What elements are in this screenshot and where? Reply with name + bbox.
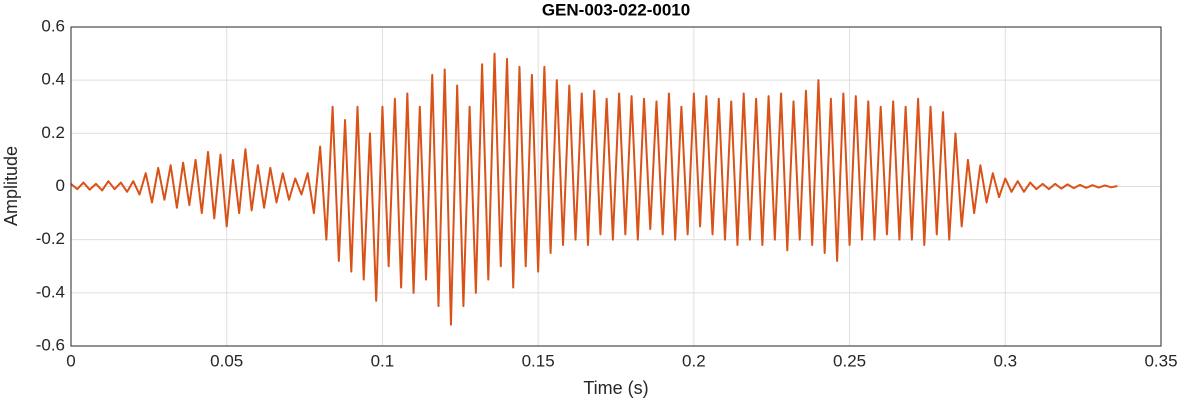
x-tick-label: 0.35 (1144, 351, 1177, 370)
waveform-line (70, 52, 1118, 326)
y-tick-label: 0.4 (41, 70, 65, 89)
x-tick-label: 0.3 (993, 351, 1017, 370)
plot-frame (70, 26, 1162, 347)
x-tick-label: 0.15 (522, 351, 555, 370)
x-tick-label: 0.1 (371, 351, 395, 370)
chart-title: GEN-003-022-0010 (542, 0, 690, 19)
x-tick-label: 0.05 (210, 351, 243, 370)
y-tick-label: 0.6 (41, 16, 65, 35)
x-tick-label: 0.25 (833, 351, 866, 370)
y-tick-label: 0 (56, 176, 65, 195)
y-tick-label: -0.2 (36, 229, 65, 248)
y-axis-label: Amplitude (1, 146, 21, 226)
y-tick-label: 0.2 (41, 123, 65, 142)
x-tick-label: 0 (66, 351, 75, 370)
x-tick-label: 0.2 (682, 351, 706, 370)
y-tick-label: -0.4 (36, 282, 65, 301)
y-tick-label: -0.6 (36, 335, 65, 354)
x-axis-label: Time (s) (583, 378, 648, 398)
